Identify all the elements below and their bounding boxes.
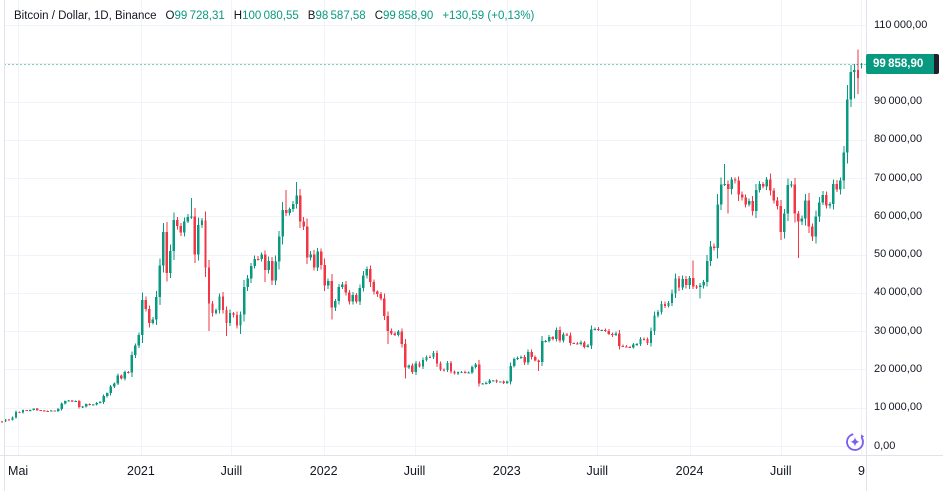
- ohlc-open-value: 99 728,31: [174, 10, 225, 22]
- ohlc-high-label: H: [233, 10, 243, 22]
- price-tick-label: 30 000,00: [874, 324, 923, 337]
- time-tick-label: Juill: [769, 464, 792, 478]
- price-tick-label: 60 000,00: [874, 209, 923, 222]
- symbol-header: Bitcoin / Dollar, 1D, Binance O99 728,31…: [14, 9, 534, 24]
- price-tick-label: 40 000,00: [874, 286, 923, 299]
- ohlc-low-label: B: [307, 10, 316, 22]
- time-tick-label: Mai: [8, 464, 29, 478]
- time-tick-label: 2023: [492, 464, 521, 478]
- change-value: +130,59 (+0,13%): [442, 10, 535, 22]
- ohlc-close-value: 99 858,90: [383, 10, 434, 22]
- ohlc-close: C99 858,90: [375, 9, 434, 24]
- time-tick-label: Juill: [220, 464, 243, 478]
- ohlc-open: O99 728,31: [166, 9, 225, 24]
- last-price-label: 99 858,90: [873, 57, 924, 70]
- time-tick-label: 9: [857, 464, 865, 478]
- candles: [0, 49, 863, 423]
- ohlc-high-value: 100 080,55: [242, 10, 299, 22]
- ohlc-close-label: C: [374, 10, 384, 22]
- ohlc-open-label: O: [165, 10, 175, 22]
- price-tick-label: 80 000,00: [874, 133, 923, 146]
- price-tick-label: 20 000,00: [874, 362, 923, 375]
- symbol-title[interactable]: Bitcoin / Dollar, 1D, Binance: [14, 10, 157, 22]
- price-tick-label: 70 000,00: [874, 171, 923, 184]
- price-tick-label: 90 000,00: [874, 95, 923, 108]
- last-price-badge: 99 858,90: [866, 53, 939, 74]
- ohlc-low-value: 98 587,58: [315, 10, 366, 22]
- time-tick-label: 2021: [127, 464, 155, 478]
- ohlc-high: H100 080,55: [234, 9, 299, 24]
- badge-countdown-tab: [934, 53, 939, 74]
- time-tick-label: Juill: [403, 464, 426, 478]
- price-tick-label: 0,00: [874, 439, 896, 452]
- price-tick-label: 50 000,00: [874, 248, 923, 261]
- gridlines: [4, 0, 867, 456]
- time-tick-label: Juill: [586, 464, 609, 478]
- price-tick-label: 10 000,00: [874, 401, 923, 414]
- ohlc-low: B98 587,58: [308, 9, 366, 24]
- time-tick-label: 2024: [675, 464, 704, 478]
- sparkle-circle-icon[interactable]: [844, 431, 866, 453]
- price-tick-label: 110 000,00: [874, 18, 928, 31]
- time-tick-label: 2022: [309, 464, 338, 478]
